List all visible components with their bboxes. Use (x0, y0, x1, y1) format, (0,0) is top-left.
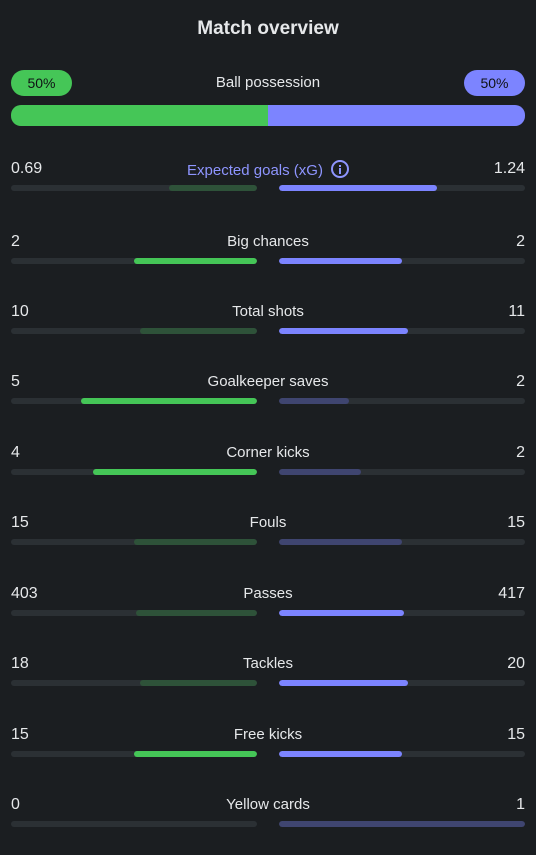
stat-away-track (279, 821, 525, 827)
stat-home-fill (81, 398, 257, 404)
stat-home-value: 4 (11, 444, 20, 461)
stat-label: Passes (111, 585, 425, 602)
stat-away-track (279, 398, 525, 404)
stat-label: Free kicks (111, 726, 425, 743)
stat-row: 0 Yellow cards 1 (11, 796, 525, 836)
stat-away-value: 2 (516, 444, 525, 461)
stat-away-value: 15 (507, 514, 525, 531)
stat-label-text: Corner kicks (226, 444, 310, 461)
info-icon[interactable] (330, 160, 349, 178)
stat-home-fill (139, 328, 257, 334)
stat-home-value: 15 (11, 726, 29, 743)
stat-away-value: 20 (507, 655, 525, 672)
stat-away-value: 417 (498, 585, 525, 602)
stat-home-track (11, 680, 257, 686)
stat-away-value: 2 (516, 233, 525, 250)
stat-away-fill (279, 539, 402, 545)
stat-home-value: 5 (11, 373, 20, 390)
stat-home-fill (136, 610, 257, 616)
stat-home-fill (134, 258, 257, 264)
home-possession-badge: 50% (11, 70, 72, 96)
stat-away-track (279, 185, 525, 191)
stat-away-track (279, 680, 525, 686)
stat-home-fill (92, 469, 257, 475)
stat-row: 18 Tackles 20 (11, 655, 525, 695)
stat-away-track (279, 469, 525, 475)
stat-row: 2 Big chances 2 (11, 233, 525, 273)
away-possession-badge: 50% (464, 70, 525, 96)
stat-label-text: Total shots (232, 303, 304, 320)
possession-header: 50% Ball possession 50% (11, 70, 525, 96)
stat-label[interactable]: Expected goals (xG) (111, 160, 425, 179)
stat-home-value: 15 (11, 514, 29, 531)
stat-away-track (279, 751, 525, 757)
stat-away-value: 15 (507, 726, 525, 743)
stat-away-fill (279, 398, 350, 404)
stat-row: 5 Goalkeeper saves 2 (11, 373, 525, 413)
stat-home-fill (134, 751, 257, 757)
stat-row: 4 Corner kicks 2 (11, 444, 525, 484)
possession-bar-away (268, 105, 525, 126)
stat-home-track (11, 185, 257, 191)
stat-label-text: Expected goals (xG) (187, 162, 323, 179)
stat-label-text: Big chances (227, 233, 309, 250)
stat-home-track (11, 398, 257, 404)
stat-home-value: 10 (11, 303, 29, 320)
stat-label-text: Goalkeeper saves (207, 373, 329, 390)
stat-away-fill (279, 469, 361, 475)
stat-away-fill (279, 610, 405, 616)
stat-away-fill (279, 821, 525, 827)
stat-row: 10 Total shots 11 (11, 303, 525, 343)
stat-row: 15 Fouls 15 (11, 514, 525, 554)
stat-away-fill (279, 751, 402, 757)
stat-row: 0.69 Expected goals (xG) 1.24 (11, 160, 525, 200)
stat-home-track (11, 610, 257, 616)
stat-label-text: Tackles (242, 655, 294, 672)
stat-away-track (279, 539, 525, 545)
stat-home-value: 2 (11, 233, 20, 250)
possession-label: Ball possession (215, 74, 321, 91)
stat-away-value: 2 (516, 373, 525, 390)
stat-away-track (279, 610, 525, 616)
stat-label: Tackles (111, 655, 425, 672)
stat-label: Corner kicks (111, 444, 425, 461)
stat-row: 403 Passes 417 (11, 585, 525, 625)
stat-away-value: 11 (508, 303, 525, 320)
possession-bar-home (11, 105, 268, 126)
stat-away-fill (279, 185, 438, 191)
stat-label: Goalkeeper saves (111, 373, 425, 390)
stat-away-fill (279, 258, 402, 264)
stat-home-track (11, 469, 257, 475)
stat-home-track (11, 539, 257, 545)
stat-home-track (11, 821, 257, 827)
stat-home-track (11, 258, 257, 264)
stat-label: Fouls (111, 514, 425, 531)
stat-away-fill (279, 328, 408, 334)
stat-label: Total shots (111, 303, 425, 320)
stat-home-value: 0.69 (11, 160, 43, 177)
stat-away-value: 1 (516, 796, 525, 813)
stat-home-track (11, 751, 257, 757)
stat-home-fill (169, 185, 257, 191)
stat-label-text: Passes (243, 585, 293, 602)
possession-bar (11, 105, 525, 126)
stat-label-text: Free kicks (233, 726, 303, 743)
stat-away-fill (279, 680, 409, 686)
stat-label: Big chances (111, 233, 425, 250)
stat-row: 15 Free kicks 15 (11, 726, 525, 766)
stat-away-track (279, 258, 525, 264)
stat-label: Yellow cards (111, 796, 425, 813)
stat-away-value: 1.24 (493, 160, 525, 177)
stat-home-value: 18 (11, 655, 29, 672)
stat-home-track (11, 328, 257, 334)
stat-label-text: Fouls (249, 514, 287, 531)
panel-title: Match overview (197, 18, 339, 39)
stat-label-text: Yellow cards (226, 796, 310, 813)
stat-home-value: 0 (11, 796, 20, 813)
stat-home-fill (140, 680, 257, 686)
stat-away-track (279, 328, 525, 334)
stat-home-fill (134, 539, 257, 545)
stat-home-value: 403 (11, 585, 38, 602)
